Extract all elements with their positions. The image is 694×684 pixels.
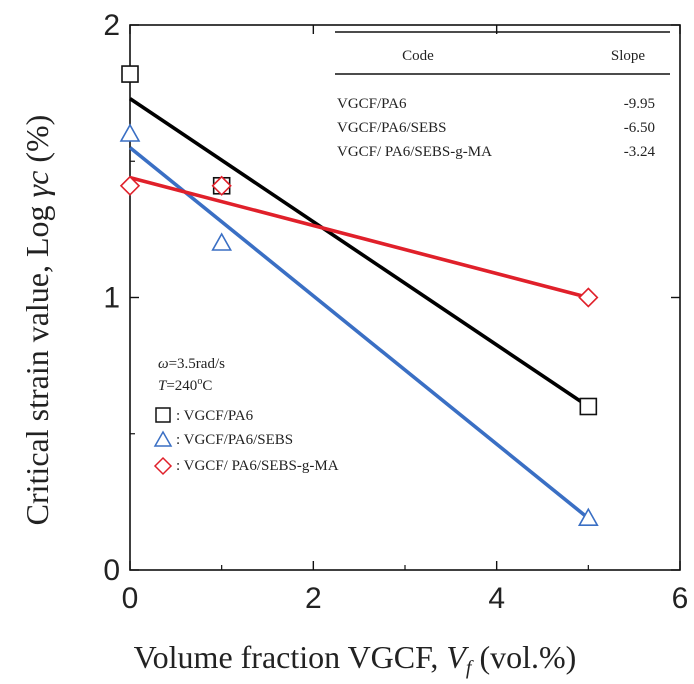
legend-marker-diamond: [153, 456, 173, 476]
data-point-triangle: [119, 123, 141, 142]
y-axis-title: Critical strain value, Log γc (%): [19, 115, 55, 526]
test-conditions: ω=3.5rad/s T=240oC: [158, 356, 225, 394]
table-row-code: VGCF/ PA6/SEBS-g-MA: [337, 144, 492, 160]
table-row-slope: -9.95: [624, 96, 655, 112]
table-header-slope: Slope: [611, 48, 646, 64]
data-point-square: [579, 397, 598, 416]
legend-label: : VGCF/PA6: [176, 408, 254, 424]
legend-label: : VGCF/PA6/SEBS: [176, 432, 293, 448]
axis-ticks: 0 2 4 6 0 1 2: [103, 9, 688, 615]
x-axis-title: Volume fraction VGCF, Vf (vol.%): [134, 639, 577, 679]
data-point-diamond: [578, 287, 599, 308]
y-tick-label: 2: [103, 9, 120, 42]
x-tick-label: 2: [305, 582, 322, 615]
data-point-diamond: [211, 175, 232, 196]
table-row-code: VGCF/PA6: [337, 96, 407, 112]
table-row-code: VGCF/PA6/SEBS: [337, 120, 447, 136]
fit-line: [128, 97, 590, 408]
slope-table: Code Slope VGCF/PA6 -9.95 VGCF/PA6/SEBS …: [335, 31, 670, 160]
data-point-diamond: [119, 175, 141, 196]
fit-line: [129, 175, 589, 300]
table-header-code: Code: [402, 48, 434, 64]
legend: : VGCF/PA6 : VGCF/PA6/SEBS : VGCF/ PA6/S…: [153, 407, 339, 476]
y-tick-label: 0: [103, 554, 120, 587]
table-row-slope: -3.24: [624, 144, 656, 160]
legend-marker-triangle: [153, 430, 173, 447]
legend-label: : VGCF/ PA6/SEBS-g-MA: [176, 458, 339, 474]
data-points: [119, 65, 599, 527]
x-tick-label: 4: [488, 582, 505, 615]
temperature-condition: T=240oC: [158, 376, 212, 394]
legend-marker-square: [155, 407, 171, 423]
fit-line: [128, 146, 590, 520]
x-tick-label: 0: [122, 582, 139, 615]
data-point-triangle: [211, 232, 233, 251]
omega-condition: ω=3.5rad/s: [158, 356, 225, 372]
data-point-triangle: [577, 507, 599, 527]
y-tick-label: 1: [103, 282, 120, 315]
data-point-square: [121, 65, 139, 83]
table-row-slope: -6.50: [624, 120, 655, 136]
x-tick-label: 6: [672, 582, 689, 615]
fit-lines: [128, 97, 590, 520]
